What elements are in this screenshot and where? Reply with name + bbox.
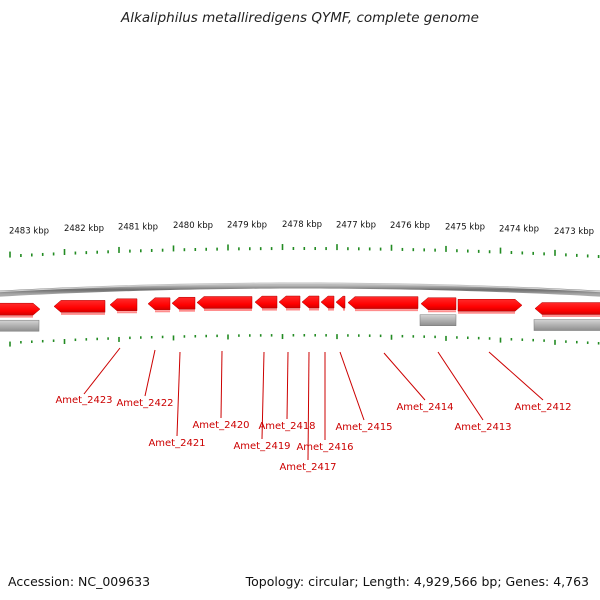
gene-arrow-forward xyxy=(196,296,253,309)
gene-leader-line xyxy=(83,347,121,395)
gene-arrow-forward xyxy=(534,302,600,315)
scale-label-6: 2477 kbp xyxy=(336,220,376,230)
scale-label-2: 2481 kbp xyxy=(118,222,158,232)
backbone-highlight xyxy=(0,282,600,293)
genome-summary-label: Topology: circular; Length: 4,929,566 bp… xyxy=(245,574,589,589)
scale-label-8: 2475 kbp xyxy=(445,222,485,232)
scale-label-4: 2479 kbp xyxy=(227,220,267,230)
gene-leader-line xyxy=(261,351,265,440)
gene-arrow-forward xyxy=(320,295,335,309)
gene-block-reverse xyxy=(419,314,457,326)
gene-leader-line xyxy=(144,349,156,397)
gene-leader-line xyxy=(383,352,426,401)
gene-leader-line xyxy=(339,351,365,421)
map-title: Alkaliphilus metalliredigens QYMF, compl… xyxy=(121,10,479,26)
scale-label-3: 2480 kbp xyxy=(173,221,213,231)
gene-block-reverse xyxy=(533,319,600,331)
gene-arrow-forward xyxy=(53,300,106,313)
scale-label-0: 2483 kbp xyxy=(9,227,49,237)
gene-leader-line xyxy=(488,351,544,401)
scale-label-1: 2482 kbp xyxy=(64,224,104,234)
gene-leader-line xyxy=(286,351,289,420)
gene-label-amet-2414: Amet_2414 xyxy=(396,402,453,413)
gene-block-reverse xyxy=(0,319,40,332)
gene-label-amet-2419: Amet_2419 xyxy=(233,441,290,452)
gene-arrow-forward xyxy=(420,297,457,310)
gene-label-amet-2412: Amet_2412 xyxy=(514,402,571,413)
gene-arrow-forward xyxy=(109,298,138,312)
gene-arrow-forward xyxy=(301,295,320,309)
gene-arrow-forward xyxy=(335,295,346,309)
backbone-arc xyxy=(0,282,600,297)
gene-label-amet-2415: Amet_2415 xyxy=(335,422,392,433)
scale-label-7: 2476 kbp xyxy=(390,221,430,231)
scale-label-5: 2478 kbp xyxy=(282,220,322,230)
scale-label-9: 2474 kbp xyxy=(499,224,539,234)
gene-arrow-forward xyxy=(254,295,278,309)
gene-label-amet-2422: Amet_2422 xyxy=(116,398,173,409)
gene-arrow-forward xyxy=(347,296,419,309)
gene-leader-line xyxy=(176,351,181,437)
gene-arrow-forward xyxy=(457,298,523,312)
gene-arrow-forward xyxy=(147,297,171,311)
gene-leader-line xyxy=(220,350,223,419)
gene-label-amet-2418: Amet_2418 xyxy=(258,421,315,432)
scale-label-10: 2473 kbp xyxy=(554,227,594,237)
gene-leader-line xyxy=(437,351,484,421)
gene-leader-line xyxy=(307,351,310,461)
gene-label-amet-2413: Amet_2413 xyxy=(454,422,511,433)
gene-label-amet-2423: Amet_2423 xyxy=(55,395,112,406)
gene-label-amet-2417: Amet_2417 xyxy=(279,462,336,473)
accession-label: Accession: NC_009633 xyxy=(8,574,151,589)
gene-label-amet-2421: Amet_2421 xyxy=(148,438,205,449)
gene-arrow-forward xyxy=(278,295,301,309)
gene-label-amet-2416: Amet_2416 xyxy=(296,442,353,453)
gene-label-amet-2420: Amet_2420 xyxy=(192,420,249,431)
gene-arrow-forward xyxy=(171,296,196,310)
gene-arrow-forward xyxy=(0,302,41,316)
